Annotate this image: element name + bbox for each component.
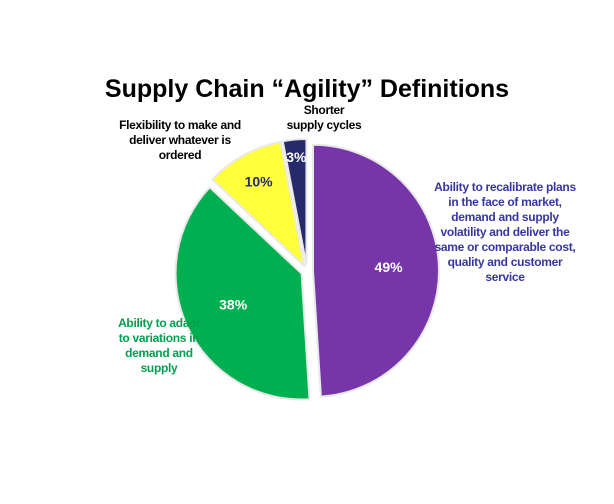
value-label: 38% xyxy=(219,296,248,312)
category-label: Ability to adapt to variations in demand… xyxy=(118,316,200,375)
pie-slice xyxy=(281,138,308,266)
value-label: 10% xyxy=(245,174,274,190)
value-label: 49% xyxy=(375,259,404,275)
category-label: Shorter supply cycles xyxy=(286,103,362,132)
pie-slice xyxy=(210,140,306,269)
chart-title: Supply Chain “Agility” Definitions xyxy=(105,75,509,103)
category-label: Flexibility to make and deliver whatever… xyxy=(119,118,241,162)
value-label: 3% xyxy=(286,149,307,165)
pie-slice xyxy=(311,143,440,398)
category-label: Ability to recalibrate plans in the face… xyxy=(434,180,576,284)
pie-slice xyxy=(174,185,311,401)
